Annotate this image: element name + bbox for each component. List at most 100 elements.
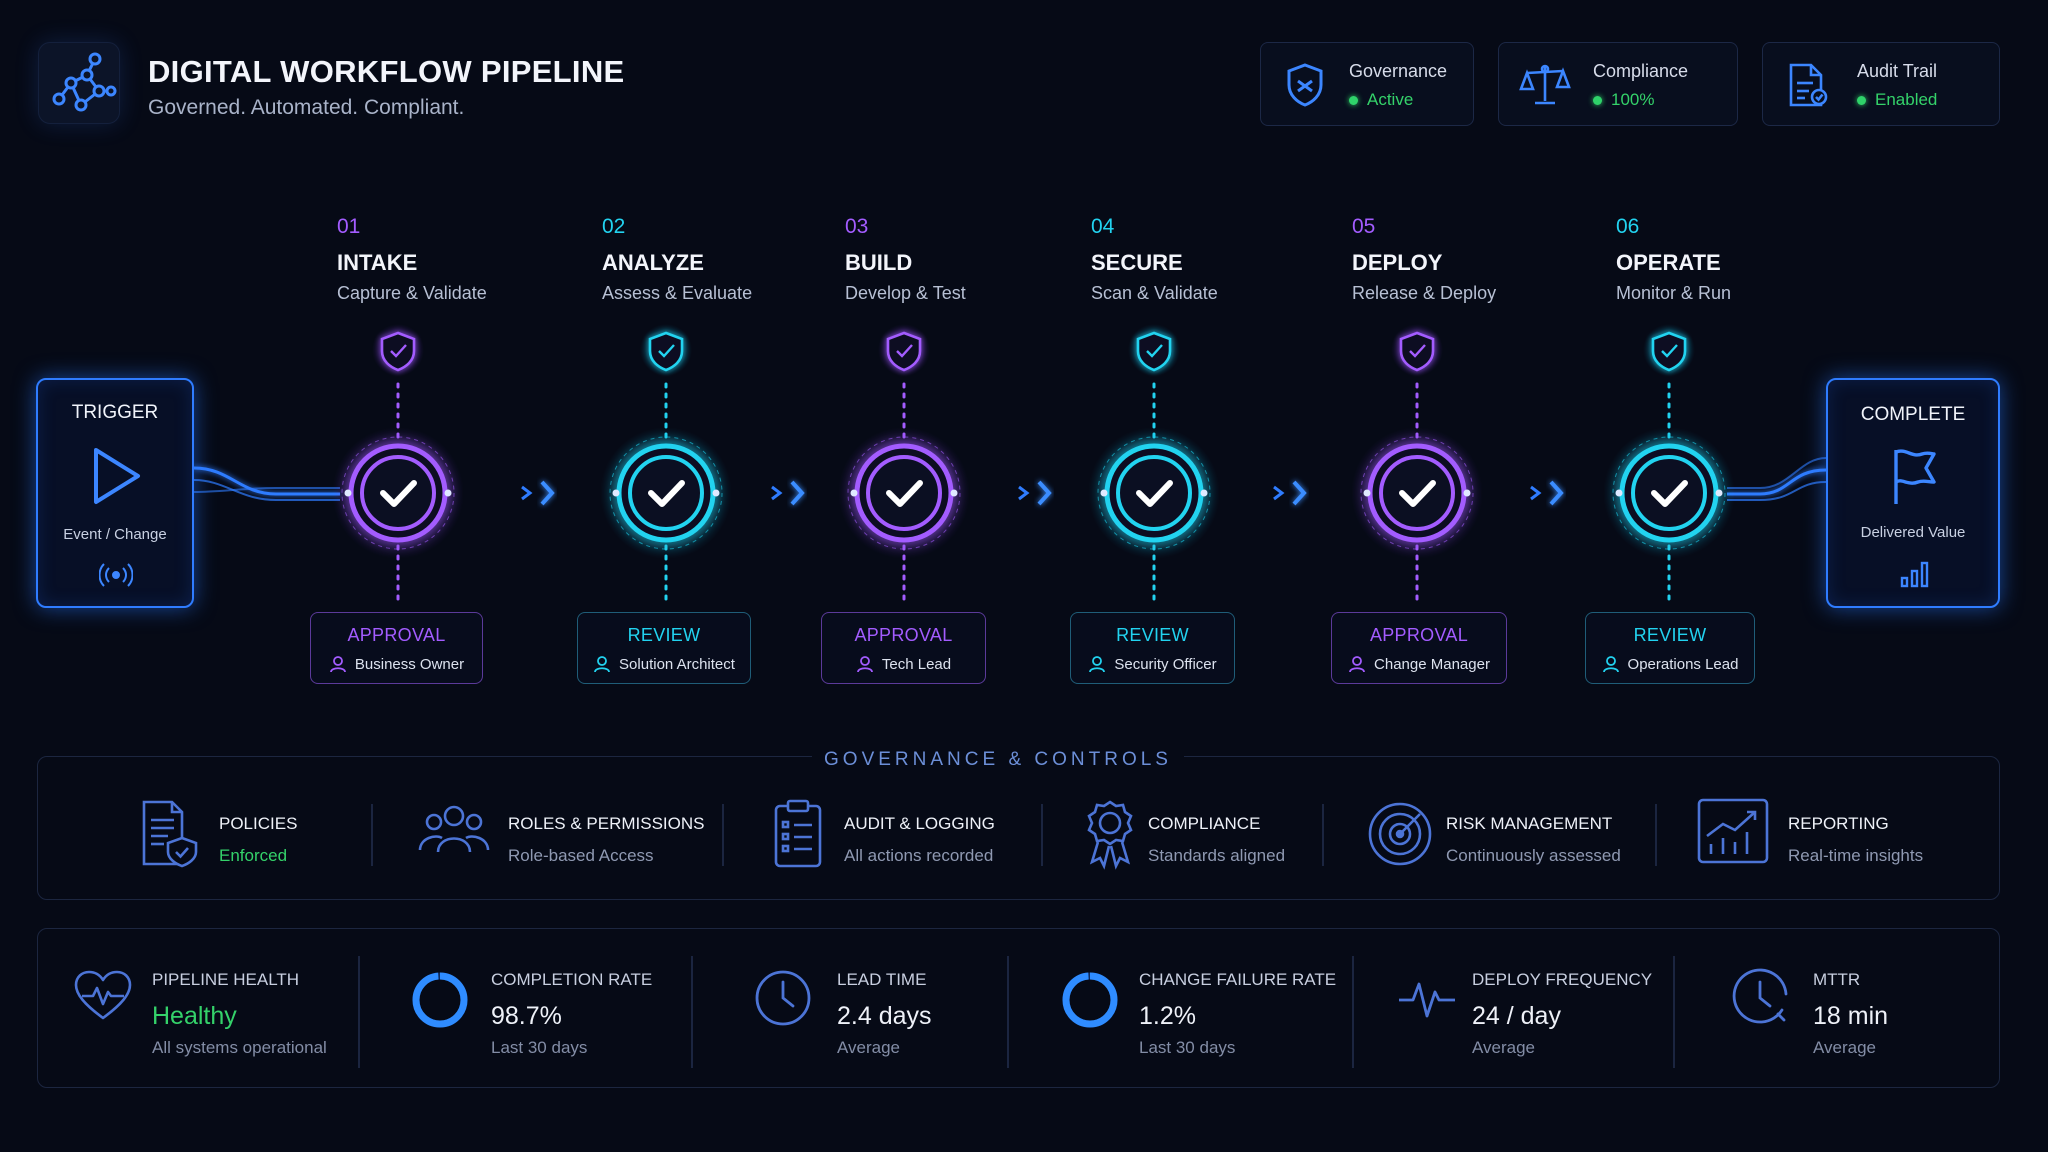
status-card-compliance[interactable]: Compliance 100%: [1498, 42, 1738, 126]
node-port: [950, 489, 958, 497]
activity-icon: [1399, 982, 1455, 1018]
metrics-panel: [37, 928, 2000, 1088]
node-port: [1463, 489, 1471, 497]
heart-pulse-icon: [74, 970, 132, 1020]
node-port: [1200, 489, 1208, 497]
badge-icon: [1087, 800, 1133, 870]
metric-value: 24 / day: [1472, 1002, 1561, 1030]
node-port: [612, 489, 620, 497]
shield-check-icon: [1136, 331, 1172, 372]
metric-subtitle: Average: [1813, 1038, 1877, 1057]
ring-gauge-icon: [1062, 972, 1118, 1028]
connector-wire: [193, 487, 340, 493]
status-card-governance[interactable]: Governance Active: [1260, 42, 1474, 126]
status-label: Compliance: [1593, 61, 1689, 81]
connector-wire: [1727, 468, 1827, 496]
stage-description: Develop & Test: [845, 283, 966, 303]
node-inner-ring: [1379, 455, 1455, 531]
trigger-subtitle: Event / Change: [63, 526, 167, 543]
stage-number: 01: [337, 215, 361, 238]
check-icon: [648, 480, 685, 507]
connector-arrowhead: [771, 485, 783, 501]
governance-item-title: ROLES & PERMISSIONS: [508, 814, 705, 833]
network-nodes-icon: [52, 52, 117, 112]
check-icon: [1399, 480, 1436, 507]
stage-description: Scan & Validate: [1091, 283, 1218, 303]
user-icon: [1349, 656, 1365, 673]
governance-item-title: AUDIT & LOGGING: [844, 814, 995, 833]
metric-completion-rate: COMPLETION RATE 98.7% Last 30 days: [410, 950, 670, 1070]
ring-gauge-icon: [412, 972, 468, 1028]
node-dashed-ring: [847, 436, 961, 550]
metric-subtitle: All systems operational: [152, 1038, 327, 1057]
metric-label: LEAD TIME: [837, 970, 927, 989]
gate-box[interactable]: REVIEW Solution Architect: [577, 612, 751, 684]
metric-subtitle: Last 30 days: [491, 1038, 588, 1057]
shield-icon: [1287, 63, 1323, 107]
governance-item-reporting[interactable]: REPORTING Real-time insights: [1697, 798, 1957, 870]
check-icon: [1651, 480, 1688, 507]
connector-arrowhead: [1018, 485, 1030, 501]
stage-name: ANALYZE: [602, 250, 704, 275]
user-icon: [594, 656, 610, 673]
divider: [1322, 804, 1324, 866]
stage-number: 02: [602, 215, 626, 238]
page-title: DIGITAL WORKFLOW PIPELINE: [148, 54, 625, 89]
metric-label: DEPLOY FREQUENCY: [1472, 970, 1653, 989]
metric-mttr: MTTR 18 min Average: [1730, 950, 1970, 1070]
play-icon: [94, 448, 140, 504]
stage-number: 03: [845, 215, 869, 238]
gate-role: Business Owner: [311, 655, 482, 673]
governance-item-compliance[interactable]: COMPLIANCE Standards aligned: [1082, 798, 1342, 870]
gate-type: REVIEW: [1633, 625, 1707, 645]
governance-item-policies[interactable]: POLICIES Enforced: [140, 798, 370, 870]
bar-chart-icon: [1900, 561, 1929, 588]
trigger-node[interactable]: TRIGGER Event / Change: [36, 378, 194, 608]
governance-item-risk[interactable]: RISK MANAGEMENT Continuously assessed: [1366, 798, 1666, 870]
gate-role: Security Officer: [1071, 655, 1234, 673]
metric-pipeline-health: PIPELINE HEALTH Healthy All systems oper…: [74, 950, 354, 1070]
check-mark: [1146, 344, 1163, 358]
broadcast-icon: [99, 563, 133, 587]
user-icon: [856, 656, 873, 673]
metric-label: MTTR: [1813, 970, 1861, 989]
governance-item-subtitle: Real-time insights: [1788, 846, 1924, 865]
gate-box[interactable]: APPROVAL Change Manager: [1331, 612, 1507, 684]
stage-number: 06: [1616, 215, 1640, 238]
clock-refresh-icon: [1732, 968, 1788, 1024]
users-icon: [418, 805, 490, 853]
governance-item-roles[interactable]: ROLES & PERMISSIONS Role-based Access: [418, 798, 718, 870]
document-check-icon: [1789, 63, 1828, 107]
gate-box[interactable]: APPROVAL Tech Lead: [821, 612, 986, 684]
complete-node[interactable]: COMPLETE Delivered Value: [1826, 378, 2000, 608]
check-icon: [1136, 480, 1173, 507]
policy-document-icon: [142, 800, 198, 868]
metric-lead-time: LEAD TIME 2.4 days Average: [753, 950, 983, 1070]
shield-check-icon: [886, 331, 922, 372]
gate-role: Change Manager: [1332, 655, 1506, 673]
gate-box[interactable]: REVIEW Operations Lead: [1585, 612, 1755, 684]
node-port: [1615, 489, 1623, 497]
flag-icon: [1894, 449, 1936, 504]
check-mark: [896, 344, 913, 358]
node-port: [1100, 489, 1108, 497]
metric-subtitle: Average: [1472, 1038, 1536, 1057]
metric-value: 98.7%: [491, 1002, 562, 1030]
governance-item-subtitle: Role-based Access: [508, 846, 654, 865]
connector-arrowhead: [521, 485, 533, 501]
status-label: Governance: [1349, 61, 1448, 81]
connector-wire: [1727, 457, 1827, 489]
stage-name: BUILD: [845, 250, 913, 275]
gate-box[interactable]: APPROVAL Business Owner: [310, 612, 483, 684]
stage-description: Release & Deploy: [1352, 283, 1497, 303]
stage-number: 04: [1091, 215, 1115, 238]
metric-label: COMPLETION RATE: [491, 970, 653, 989]
metric-value: Healthy: [152, 1002, 237, 1030]
connector-wire: [193, 479, 340, 501]
connector-arrowhead: [1530, 485, 1542, 501]
gate-box[interactable]: REVIEW Security Officer: [1070, 612, 1235, 684]
governance-item-title: REPORTING: [1788, 814, 1889, 833]
status-card-audit[interactable]: Audit Trail Enabled: [1762, 42, 2000, 126]
governance-item-audit[interactable]: AUDIT & LOGGING All actions recorded: [772, 798, 1032, 870]
gate-type: REVIEW: [1116, 625, 1189, 645]
